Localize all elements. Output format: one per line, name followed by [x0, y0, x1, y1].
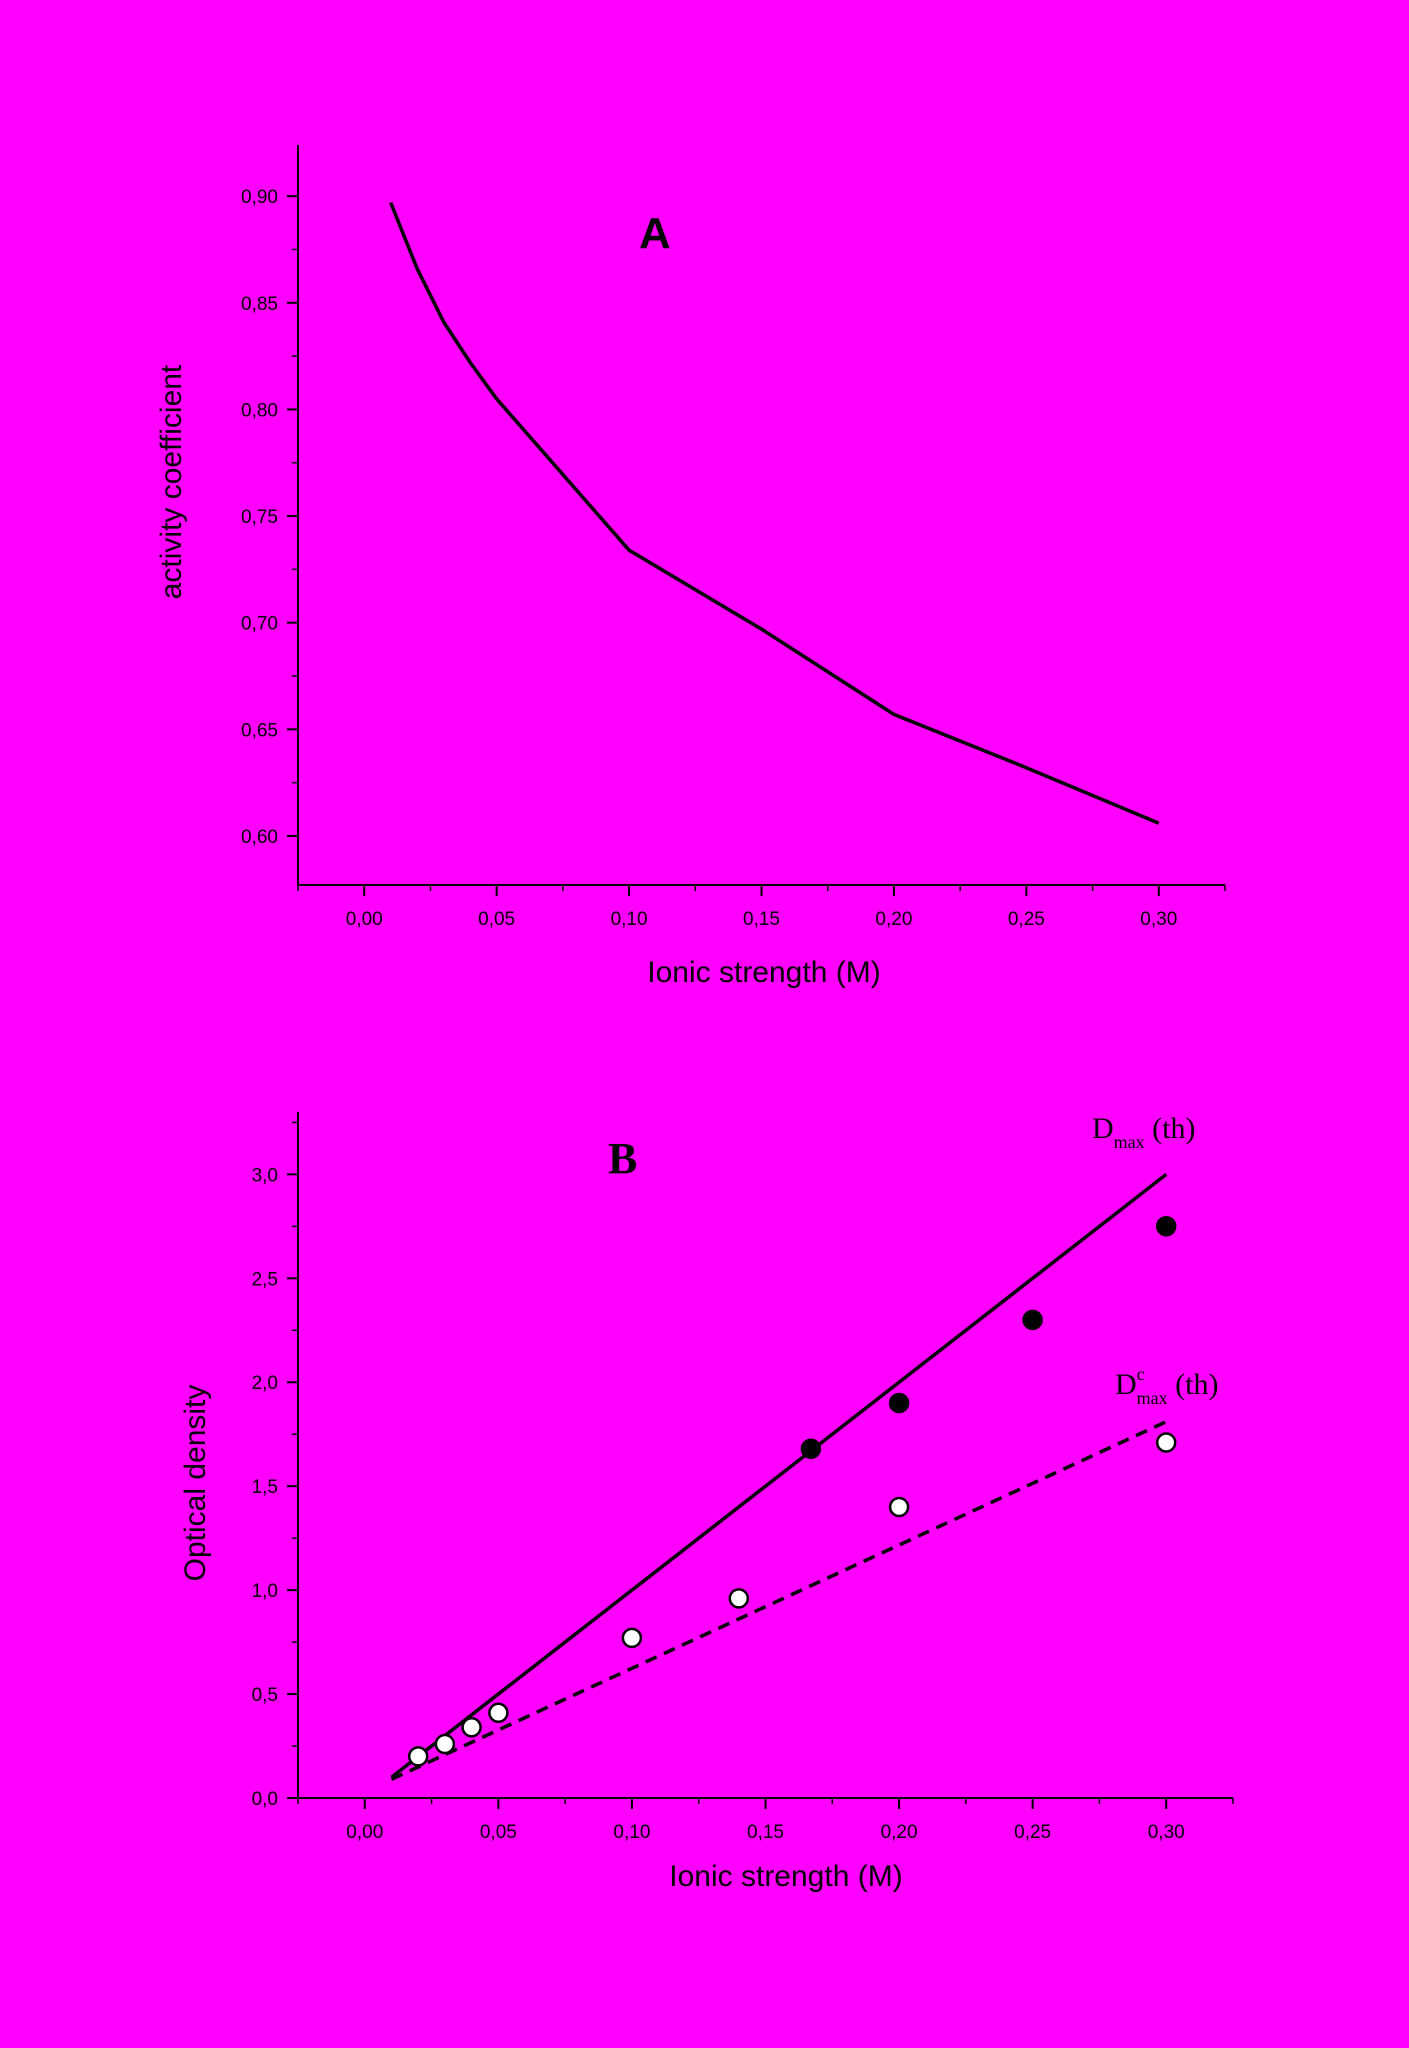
- panel-b-series-3-point: [1155, 1432, 1177, 1453]
- panel-b-x-tick-label: 0,05: [480, 1822, 517, 1843]
- panel-a-y-tick-label: 0,65: [241, 720, 278, 741]
- panel-b-x-tick-label: 0,25: [1014, 1822, 1051, 1843]
- panel-b-series-1-line: [390, 1420, 1167, 1781]
- panel-a-x-axis-title: Ionic strength (M): [647, 956, 880, 989]
- dcmax-th-label: Dc max (th): [1115, 1364, 1219, 1408]
- panel-a-y-tick-label: 0,85: [241, 294, 278, 315]
- panel-b-y-tick-label: 1,5: [252, 1477, 278, 1498]
- panel-a-x-tick-label: 0,00: [346, 909, 383, 930]
- panel-b-x-tick-label: 0,00: [346, 1822, 383, 1843]
- panel-b-y-tick-label: 2,5: [252, 1269, 278, 1290]
- panel-b-series-3-point: [407, 1746, 429, 1767]
- panel-a-y-axis-title: activity coefficient: [155, 364, 188, 599]
- panel-b-series-2-point: [1022, 1309, 1043, 1331]
- panel-a-x-tick-label: 0,30: [1140, 909, 1177, 930]
- panel-b-series-3-point: [488, 1702, 509, 1724]
- panel-b-y-tick-label: 3,0: [252, 1165, 278, 1186]
- panel-b-y-tick-label: 1,0: [252, 1581, 278, 1602]
- panel-b-label: B: [608, 1134, 637, 1183]
- panel-b-x-tick-label: 0,30: [1148, 1822, 1185, 1843]
- panel-b-series-3-point: [621, 1627, 643, 1649]
- panel-b-series-3-point: [728, 1588, 750, 1609]
- panel-a-x-tick-label: 0,05: [478, 909, 515, 930]
- panel-b-series-3-point: [888, 1496, 910, 1518]
- panel-b-x-tick-label: 0,15: [747, 1822, 784, 1843]
- panel-a-y-tick-label: 0,60: [241, 827, 278, 848]
- panel-a-x-tick-label: 0,10: [611, 909, 648, 930]
- panel-b-y-axis-title: Optical density: [179, 1385, 212, 1582]
- panel-b-x-tick-label: 0,10: [613, 1822, 650, 1843]
- panel-a-x-tick-label: 0,20: [875, 909, 912, 930]
- panel-b-series-3-point: [434, 1733, 456, 1755]
- panel-b-series-2-point: [1155, 1216, 1177, 1237]
- panel-a: 0,00 0,05 0,10 0,15 0,20 0,25 0,30 0,60 0,65 0,70…: [155, 145, 1226, 989]
- panel-a-x-tick-label: 0,15: [743, 909, 780, 930]
- panel-a-x-tick-label: 0,25: [1008, 909, 1045, 930]
- panel-a-series-0-line: [389, 201, 1160, 825]
- panel-b-series-2-point: [888, 1392, 910, 1414]
- panel-a-label: A: [639, 209, 671, 258]
- panel-a-ticks: 0,00 0,05 0,10 0,15 0,20 0,25 0,30 0,60 0,65 0,70…: [241, 187, 1226, 930]
- panel-a-y-tick-label: 0,70: [241, 614, 278, 635]
- panel-a-y-tick-label: 0,75: [241, 507, 278, 528]
- panel-a-marks: [389, 201, 1160, 825]
- panel-b-y-tick-label: 2,0: [252, 1373, 278, 1394]
- panel-b-marks: [390, 1173, 1177, 1781]
- panel-a-y-tick-label: 0,90: [241, 187, 278, 208]
- panel-b-x-tick-label: 0,20: [881, 1822, 918, 1843]
- dmax-th-label: Dmax (th): [1092, 1112, 1196, 1152]
- panel-b-y-tick-label: 0,0: [252, 1789, 278, 1810]
- panel-b-series-3-point: [461, 1717, 482, 1738]
- panel-b-ticks: 0,00 0,05 0,10 0,15 0,20 0,25 0,30 0,0 0,5 1,0 1,5…: [252, 1121, 1234, 1843]
- panel-a-y-tick-label: 0,80: [241, 400, 278, 421]
- panel-b-series-2-point: [800, 1438, 822, 1460]
- panel-b-y-tick-label: 0,5: [252, 1685, 278, 1706]
- panel-b-series-0-line: [390, 1173, 1168, 1779]
- panel-b: 0,00 0,05 0,10 0,15 0,20 0,25 0,30 0,0 0,5 1,0 1,5…: [179, 1112, 1234, 1893]
- panel-b-x-axis-title: Ionic strength (M): [669, 1860, 902, 1893]
